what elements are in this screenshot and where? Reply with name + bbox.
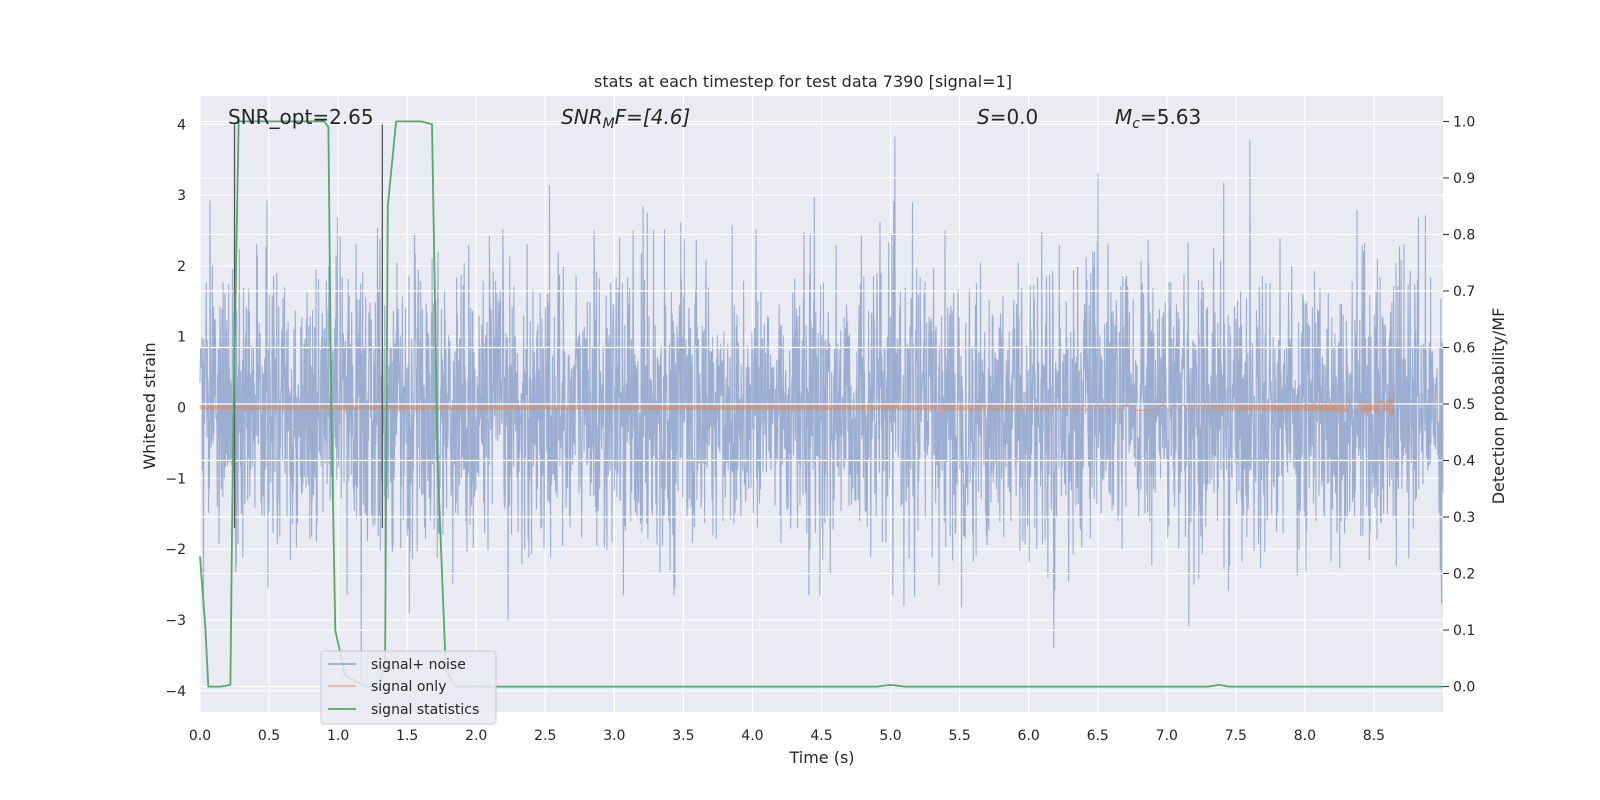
y-tick-label: 0 (177, 401, 186, 417)
annotation-mc-symbol: M (1115, 105, 1132, 129)
x-axis-label: Time (s) (788, 748, 854, 767)
annotation-s-symbol: S (977, 105, 990, 129)
y2-tick-label: 0.9 (1453, 171, 1475, 187)
y-axis-ticks: 4 3 2 1 0 −1 −2 −3 −4 (165, 117, 186, 699)
annotation-mc: Mc=5.63 (1115, 105, 1201, 132)
x-tick-label: 3.5 (672, 728, 694, 744)
legend-label-signal-noise: signal+ noise (371, 657, 466, 673)
y-tick-label: −1 (165, 471, 186, 487)
series-signal-statistics (199, 120, 1443, 688)
y-tick-label: −3 (165, 613, 186, 629)
annotation-s-value: =0.0 (990, 105, 1039, 129)
signal-statistics-line (199, 120, 1443, 688)
y2-axis-label: Detection probability/MF (1489, 308, 1508, 505)
x-tick-label: 0.0 (189, 728, 211, 744)
x-tick-label: 8.5 (1363, 728, 1385, 744)
x-tick-label: 0.5 (258, 728, 280, 744)
x-tick-label: 6.5 (1087, 728, 1109, 744)
x-tick-label: 4.0 (741, 728, 763, 744)
y-tick-label: 1 (177, 330, 186, 346)
legend-label-signal-statistics: signal statistics (371, 702, 479, 718)
annotation-mc-value: =5.63 (1140, 105, 1201, 129)
legend: signal+ noise signal only signal statist… (320, 650, 497, 725)
x-tick-label: 5.5 (948, 728, 970, 744)
y2-tick-label: 0.1 (1453, 623, 1475, 639)
legend-box (320, 650, 497, 725)
y2-tick-label: 0.7 (1453, 284, 1475, 300)
x-tick-label: 8.0 (1294, 728, 1316, 744)
x-tick-label: 2.5 (534, 728, 556, 744)
y2-tick-label: 0.0 (1453, 680, 1475, 696)
annotation-snr-mf-subscript: M (603, 116, 615, 132)
x-axis-ticks: 0.0 0.5 1.0 1.5 2.0 2.5 3.0 3.5 4.0 4.5 5.0 5.5 6.0 6… (189, 728, 1385, 744)
y2-axis-ticks: 1.0 0.9 0.8 0.7 0.6 0.5 0.4 0.3 0.2 0.1 0.0 (1443, 114, 1475, 696)
x-tick-label: 3.0 (603, 728, 625, 744)
chart-title: stats at each timestep for test data 739… (594, 72, 1012, 91)
y-tick-label: 2 (177, 259, 186, 275)
series-signal-noise (199, 136, 1444, 684)
y-tick-label: −4 (165, 684, 186, 700)
annotation-snr-opt: SNR_opt=2.65 (228, 105, 374, 129)
x-tick-label: 1.0 (327, 728, 349, 744)
y2-tick-label: 0.4 (1453, 454, 1475, 470)
annotation-mc-subscript: c (1132, 116, 1140, 132)
y2-tick-label: 0.8 (1453, 227, 1475, 243)
y-axis-label: Whitened strain (140, 342, 159, 469)
series-signal-only (199, 389, 1395, 417)
x-tick-label: 4.5 (810, 728, 832, 744)
annotation-snr-mf-symbol: SNR (561, 105, 603, 129)
signal-only-line (199, 389, 1395, 417)
x-tick-label: 5.0 (879, 728, 901, 744)
x-tick-label: 1.5 (396, 728, 418, 744)
y2-tick-label: 0.3 (1453, 510, 1475, 526)
y-tick-label: 3 (177, 188, 186, 204)
y-tick-label: 4 (177, 117, 186, 133)
signal-noise-line (199, 136, 1444, 684)
legend-label-signal-only: signal only (371, 679, 446, 695)
x-tick-label: 2.0 (465, 728, 487, 744)
y-tick-label: −2 (165, 542, 186, 558)
x-tick-label: 6.0 (1018, 728, 1040, 744)
annotation-snr-mf-value: F=[4.6] (615, 105, 691, 129)
y2-tick-label: 0.5 (1453, 397, 1475, 413)
annotation-snr-mf: SNRMF=[4.6] (561, 105, 690, 132)
y2-tick-label: 0.6 (1453, 340, 1475, 356)
y2-tick-label: 0.2 (1453, 567, 1475, 583)
y2-tick-label: 1.0 (1453, 114, 1475, 130)
x-tick-label: 7.0 (1156, 728, 1178, 744)
annotation-s: S=0.0 (977, 105, 1038, 129)
x-tick-label: 7.5 (1225, 728, 1247, 744)
